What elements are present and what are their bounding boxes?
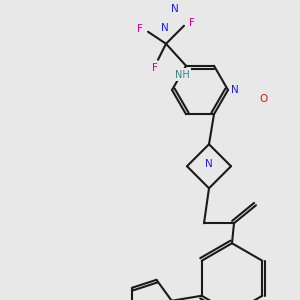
- Text: F: F: [189, 18, 195, 28]
- Text: F: F: [152, 63, 158, 73]
- Text: N: N: [171, 4, 178, 14]
- Text: N: N: [231, 85, 239, 95]
- Text: N: N: [160, 23, 168, 33]
- Text: N: N: [205, 159, 213, 169]
- Text: F: F: [137, 24, 143, 34]
- Text: NH: NH: [175, 70, 189, 80]
- Text: O: O: [260, 94, 268, 104]
